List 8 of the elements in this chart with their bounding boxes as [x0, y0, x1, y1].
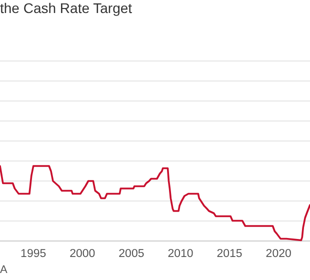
- x-tick-label: 2005: [118, 248, 144, 260]
- x-tick-label: 2015: [216, 248, 242, 260]
- x-tick-label: 2000: [70, 248, 96, 260]
- text: A: [0, 264, 8, 276]
- chart-title: the Cash Rate Target: [0, 0, 132, 16]
- x-tick-label: 2010: [168, 248, 194, 260]
- x-tick-label: 1995: [20, 248, 46, 260]
- x-tick-label: 2020: [266, 248, 292, 260]
